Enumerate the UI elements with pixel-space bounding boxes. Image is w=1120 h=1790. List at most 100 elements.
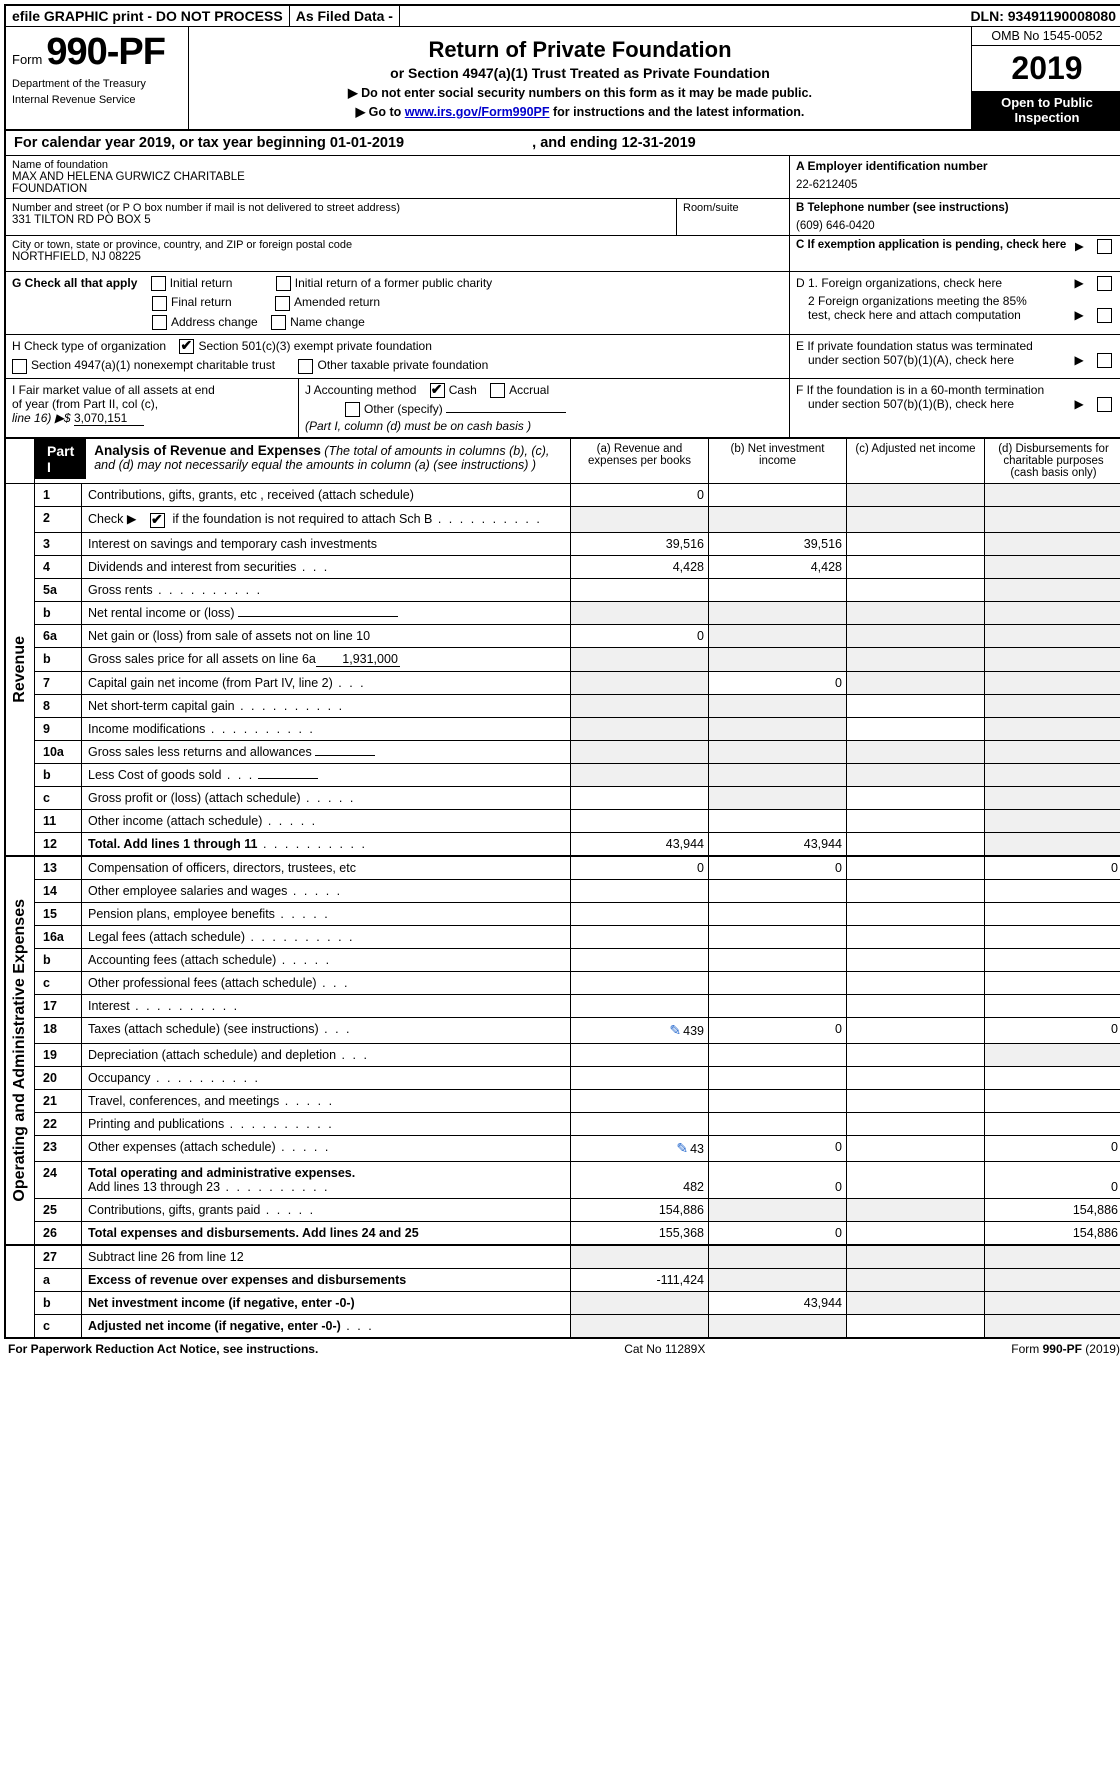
part1-title: Analysis of Revenue and Expenses — [94, 443, 321, 458]
r10c-num: c — [35, 787, 82, 809]
j-cell: J Accounting method Cash Accrual Other (… — [299, 379, 790, 438]
phone-label: B Telephone number (see instructions) — [796, 202, 1009, 214]
r5b-txt: Net rental income or (loss) — [82, 602, 571, 624]
r1-num: 1 — [35, 484, 82, 506]
r27-num: 27 — [35, 1246, 82, 1268]
c-checkbox[interactable] — [1097, 239, 1112, 254]
open-inspection: Open to Public Inspection — [972, 91, 1120, 129]
expenses-body: 13Compensation of officers, directors, t… — [35, 857, 1120, 1244]
h-4947-cb[interactable] — [12, 359, 27, 374]
r14-num: 14 — [35, 880, 82, 902]
ein-label: A Employer identification number — [796, 159, 1116, 173]
c-pending-cell: C If exemption application is pending, c… — [790, 236, 1120, 271]
r12-a: 43,944 — [571, 833, 709, 855]
e-checkbox[interactable] — [1097, 353, 1112, 368]
d1-label: D 1. Foreign organizations, check here — [796, 276, 1002, 290]
foundation-name-cell: Name of foundation MAX AND HELENA GURWIC… — [6, 156, 790, 198]
r3-txt: Interest on savings and temporary cash i… — [82, 533, 571, 555]
footer-right: Form 990-PF (2019) — [1011, 1342, 1120, 1356]
attachment-icon[interactable] — [669, 1024, 683, 1038]
cal-text-a: For calendar year 2019, or tax year begi… — [14, 135, 330, 151]
r10b-num: b — [35, 764, 82, 786]
g-amended-cb[interactable] — [275, 296, 290, 311]
r16b-num: b — [35, 949, 82, 971]
r2-checkbox[interactable] — [150, 513, 165, 528]
g-o6: Name change — [290, 315, 365, 329]
r4-txt: Dividends and interest from securities — [82, 556, 571, 578]
name-row: Name of foundation MAX AND HELENA GURWIC… — [6, 156, 1120, 199]
r25-a: 154,886 — [571, 1199, 709, 1221]
d1-checkbox[interactable] — [1097, 276, 1112, 291]
r18-a: 439 — [571, 1018, 709, 1043]
ein-value: 22-6212405 — [796, 179, 1116, 191]
part1-badge: Part I — [35, 439, 86, 479]
e-right: E If private foundation status was termi… — [790, 335, 1120, 378]
form-small: Form — [12, 52, 42, 67]
phone-value: (609) 646-0420 — [796, 220, 1116, 232]
room-label: Room/suite — [683, 202, 783, 214]
expenses-label: Operating and Administrative Expenses — [9, 893, 31, 1208]
part1-badge-wrap: Part I — [35, 439, 86, 483]
r25-num: 25 — [35, 1199, 82, 1221]
j-cash-cb[interactable] — [430, 383, 445, 398]
r12-txt: Total. Add lines 1 through 11 — [82, 833, 571, 855]
city-label: City or town, state or province, country… — [12, 239, 783, 251]
h-o2: Section 4947(a)(1) nonexempt charitable … — [31, 358, 275, 372]
r24-b: 0 — [709, 1162, 847, 1198]
part1-header: Part I Analysis of Revenue and Expenses … — [6, 439, 1120, 484]
r13-b: 0 — [709, 857, 847, 879]
r22-txt: Printing and publications — [82, 1113, 571, 1135]
street-value: 331 TILTON RD PO BOX 5 — [12, 214, 670, 226]
cal-begin: 01-01-2019 — [330, 135, 404, 151]
r19-num: 19 — [35, 1044, 82, 1066]
r21-txt: Travel, conferences, and meetings — [82, 1090, 571, 1112]
col-a-head: (a) Revenue and expenses per books — [571, 439, 709, 483]
r13-txt: Compensation of officers, directors, tru… — [82, 857, 571, 879]
header-right: OMB No 1545-0052 2019 Open to Public Ins… — [971, 27, 1120, 129]
h-left: H Check type of organization Section 501… — [6, 335, 790, 378]
i-line3: line 16) ▶$ — [12, 411, 74, 425]
address-left: Number and street (or P O box number if … — [6, 199, 790, 235]
r21-num: 21 — [35, 1090, 82, 1112]
i-fmv-value: 3,070,151 — [74, 411, 144, 426]
h-501c3-cb[interactable] — [179, 339, 194, 354]
r2-num: 2 — [35, 507, 82, 531]
r12-b: 43,944 — [709, 833, 847, 855]
r6a-num: 6a — [35, 625, 82, 647]
g-initial-former-cb[interactable] — [276, 276, 291, 291]
g-address-cb[interactable] — [152, 315, 167, 330]
j-accrual-cb[interactable] — [490, 383, 505, 398]
cal-end: 12-31-2019 — [622, 135, 696, 151]
form-990pf: efile GRAPHIC print - DO NOT PROCESS As … — [4, 4, 1120, 1339]
r27b-b: 43,944 — [709, 1292, 847, 1314]
r26-d: 154,886 — [985, 1222, 1120, 1244]
r1-a: 0 — [571, 484, 709, 506]
r18-b: 0 — [709, 1018, 847, 1043]
part1-sidegap — [6, 439, 35, 483]
ij-row: I Fair market value of all assets at end… — [6, 379, 1120, 440]
col-d-head: (d) Disbursements for charitable purpose… — [985, 439, 1120, 483]
d2-checkbox[interactable] — [1097, 308, 1112, 323]
r16a-num: 16a — [35, 926, 82, 948]
r3-a: 39,516 — [571, 533, 709, 555]
j-cash: Cash — [449, 383, 477, 397]
r23-b: 0 — [709, 1136, 847, 1161]
h-other-cb[interactable] — [298, 359, 313, 374]
irs-link[interactable]: www.irs.gov/Form990PF — [405, 105, 550, 119]
g-o2: Initial return of a former public charit… — [295, 276, 492, 290]
g-initial-return-cb[interactable] — [151, 276, 166, 291]
r14-txt: Other employee salaries and wages — [82, 880, 571, 902]
attachment-icon[interactable] — [676, 1142, 690, 1156]
r10a-num: 10a — [35, 741, 82, 763]
g-final-cb[interactable] — [152, 296, 167, 311]
f-checkbox[interactable] — [1097, 397, 1112, 412]
r9-txt: Income modifications — [82, 718, 571, 740]
r26-txt: Total expenses and disbursements. Add li… — [82, 1222, 571, 1244]
h-label: H Check type of organization — [12, 339, 166, 353]
g-name-cb[interactable] — [271, 315, 286, 330]
part1-header-left: Part I Analysis of Revenue and Expenses … — [6, 439, 571, 483]
r10c-txt: Gross profit or (loss) (attach schedule) — [82, 787, 571, 809]
j-other-cb[interactable] — [345, 402, 360, 417]
r8-txt: Net short-term capital gain — [82, 695, 571, 717]
city-row: City or town, state or province, country… — [6, 236, 1120, 272]
